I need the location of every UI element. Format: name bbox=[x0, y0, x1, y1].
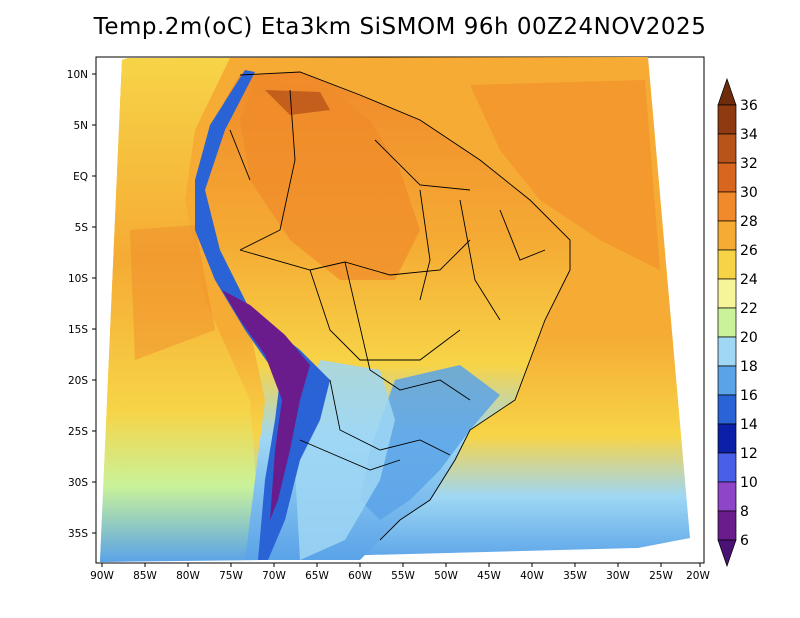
lon-label: 50W bbox=[434, 570, 458, 582]
lat-label: 15S bbox=[68, 324, 88, 336]
lon-label: 85W bbox=[133, 570, 157, 582]
warm-ocean-patch bbox=[470, 80, 660, 270]
colorbar-label: 34 bbox=[740, 127, 758, 143]
colorbar-label: 32 bbox=[740, 156, 758, 172]
warm-pacific-patch bbox=[130, 225, 215, 360]
lat-label: 35S bbox=[68, 528, 88, 540]
lon-label: 45W bbox=[477, 570, 501, 582]
colorbar-label: 12 bbox=[740, 446, 758, 462]
lat-label: EQ bbox=[73, 171, 88, 183]
lon-label: 65W bbox=[305, 570, 329, 582]
altiplano-cold-core bbox=[222, 290, 310, 520]
colorbar-segment bbox=[717, 307, 737, 338]
map-title: Temp.2m(oC) Eta3km SiSMOM 96h 00Z24NOV20… bbox=[93, 14, 707, 40]
lon-label: 55W bbox=[391, 570, 415, 582]
andes-cold-spine bbox=[195, 70, 330, 560]
colorbar-label: 22 bbox=[740, 301, 758, 317]
lon-label: 30W bbox=[606, 570, 630, 582]
lon-axis: 90W 85W 80W 75W 70W 65W 60W 55W 50W 45W … bbox=[90, 563, 710, 582]
lon-label: 75W bbox=[219, 570, 243, 582]
lat-label: 10S bbox=[68, 273, 88, 285]
colorbar: 36 34 32 30 28 26 24 22 20 18 16 14 12 10 8 6 bbox=[717, 77, 758, 568]
colorbar-label: 30 bbox=[740, 185, 758, 201]
lon-label: 60W bbox=[348, 570, 372, 582]
colorbar-segment bbox=[717, 249, 737, 280]
colorbar-top-arrow bbox=[717, 77, 737, 106]
colorbar-label: 14 bbox=[740, 417, 758, 433]
lat-axis: 10N 5N EQ 5S 10S 15S 20S 25S 30S 35S bbox=[67, 69, 96, 540]
lat-label: 25S bbox=[68, 426, 88, 438]
lon-label: 20W bbox=[686, 570, 710, 582]
colorbar-segment bbox=[717, 394, 737, 425]
colorbar-label: 10 bbox=[740, 475, 758, 491]
colorbar-segment bbox=[717, 510, 737, 541]
pacific-field bbox=[100, 58, 262, 562]
lon-label: 35W bbox=[563, 570, 587, 582]
colorbar-bottom-arrow bbox=[717, 539, 737, 568]
lon-label: 25W bbox=[649, 570, 673, 582]
colorbar-segment bbox=[717, 278, 737, 309]
lat-label: 20S bbox=[68, 375, 88, 387]
colorbar-segment bbox=[717, 423, 737, 454]
colorbar-segment bbox=[717, 162, 737, 193]
colorbar-segment bbox=[717, 452, 737, 483]
lon-label: 90W bbox=[90, 570, 114, 582]
hot-interior-region bbox=[240, 80, 420, 280]
colorbar-label: 16 bbox=[740, 388, 758, 404]
colorbar-segment bbox=[717, 104, 737, 135]
colorbar-label: 18 bbox=[740, 359, 758, 375]
colorbar-segment bbox=[717, 365, 737, 396]
colorbar-segment bbox=[717, 220, 737, 251]
lat-label: 5N bbox=[73, 120, 88, 132]
colorbar-label: 24 bbox=[740, 272, 758, 288]
colorbar-label: 6 bbox=[740, 533, 749, 549]
lon-label: 40W bbox=[520, 570, 544, 582]
lon-label: 80W bbox=[176, 570, 200, 582]
colorbar-label: 8 bbox=[740, 504, 749, 520]
cool-southeast-region bbox=[360, 365, 500, 520]
lat-label: 10N bbox=[67, 69, 88, 81]
colorbar-segment bbox=[717, 336, 737, 367]
colorbar-label: 28 bbox=[740, 214, 758, 230]
lat-label: 30S bbox=[68, 477, 88, 489]
colorbar-label: 36 bbox=[740, 98, 758, 114]
political-borders bbox=[229, 71, 571, 541]
hot-northern-band bbox=[265, 90, 330, 115]
lon-label: 70W bbox=[262, 570, 286, 582]
lat-label: 5S bbox=[75, 222, 89, 234]
colorbar-segment bbox=[717, 481, 737, 512]
colorbar-label: 26 bbox=[740, 243, 758, 259]
colorbar-segment bbox=[717, 133, 737, 164]
colorbar-segment bbox=[717, 191, 737, 222]
colorbar-label: 20 bbox=[740, 330, 758, 346]
